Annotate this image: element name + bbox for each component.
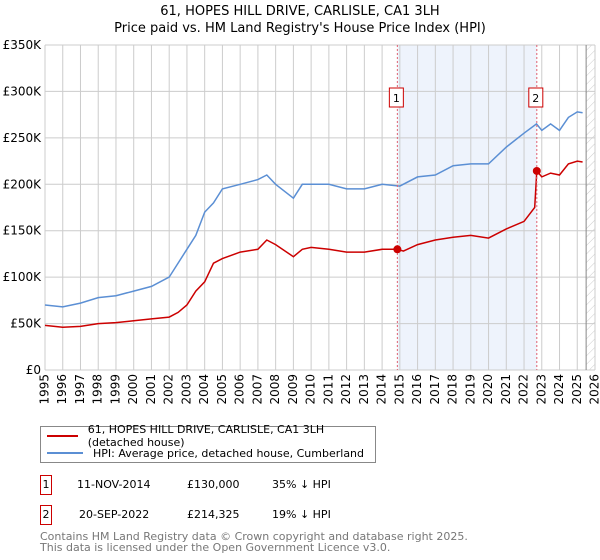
x-tick-label: 2017 — [428, 374, 442, 405]
transaction-delta: 35% ↓ HPI — [272, 478, 331, 491]
property-price-line — [44, 160, 583, 329]
y-tick-label: £50K — [10, 317, 42, 331]
transaction-marker: 1 — [40, 475, 52, 495]
x-tick-label: 1997 — [73, 374, 87, 405]
x-tick-label: 2023 — [534, 374, 548, 405]
x-tick-label: 2020 — [481, 374, 495, 405]
x-tick-label: 2022 — [517, 374, 531, 405]
legend-item-property: 61, HOPES HILL DRIVE, CARLISLE, CA1 3LH … — [47, 423, 375, 449]
x-tick-label: 2009 — [286, 374, 300, 405]
transaction-row: 2 20-SEP-2022 £214,325 19% ↓ HPI — [40, 505, 540, 525]
y-tick-label: £250K — [3, 131, 43, 145]
x-tick-label: 2014 — [375, 374, 389, 405]
x-tick-label: 1999 — [108, 374, 122, 405]
legend-label-hpi: HPI: Average price, detached house, Cumb… — [93, 446, 365, 460]
x-tick-label: 2003 — [179, 374, 193, 405]
shaded-region — [397, 45, 537, 370]
x-tick-label: 2025 — [570, 374, 584, 405]
x-tick-label: 2024 — [552, 374, 566, 405]
sale-label: 2 — [532, 92, 539, 105]
x-tick-label: 2018 — [446, 374, 460, 405]
y-tick-label: £300K — [3, 84, 43, 98]
x-tick-label: 2012 — [339, 374, 353, 405]
transaction-row: 1 11-NOV-2014 £130,000 35% ↓ HPI — [40, 475, 540, 495]
transaction-date: 11-NOV-2014 — [77, 478, 151, 491]
legend-swatch-hpi — [47, 452, 83, 454]
x-tick-label: 2005 — [215, 374, 229, 405]
x-tick-label: 1995 — [38, 374, 52, 405]
y-tick-label: £350K — [3, 38, 43, 52]
hpi-line — [44, 111, 583, 308]
x-tick-label: 2019 — [463, 374, 477, 405]
legend-item-hpi: HPI: Average price, detached house, Cumb… — [47, 445, 364, 461]
footer-line1: Contains HM Land Registry data © Crown c… — [40, 530, 468, 543]
title-line2: Price paid vs. HM Land Registry's House … — [114, 21, 486, 36]
x-tick-label: 2011 — [321, 374, 335, 405]
sale-label: 1 — [393, 92, 400, 105]
x-tick-label: 1996 — [55, 374, 69, 405]
x-tick-label: 2000 — [126, 374, 140, 405]
title-line1: 61, HOPES HILL DRIVE, CARLISLE, CA1 3LH — [160, 4, 440, 19]
x-tick-label: 2021 — [499, 374, 513, 405]
x-tick-label: 2001 — [144, 374, 158, 405]
x-tick-label: 2015 — [392, 374, 406, 405]
footer-line2: This data is licensed under the Open Gov… — [40, 541, 391, 554]
transaction-price: £130,000 — [187, 478, 240, 491]
transaction-date: 20-SEP-2022 — [79, 508, 150, 521]
x-tick-label: 2010 — [304, 374, 318, 405]
legend-swatch-property — [47, 435, 78, 437]
y-tick-label: £100K — [3, 270, 43, 284]
x-tick-label: 1998 — [91, 374, 105, 405]
transaction-delta: 19% ↓ HPI — [272, 508, 331, 521]
x-tick-label: 2016 — [410, 374, 424, 405]
transaction-price: £214,325 — [187, 508, 240, 521]
sale-label-box — [528, 87, 544, 108]
chart-title: 61, HOPES HILL DRIVE, CARLISLE, CA1 3LH … — [0, 3, 600, 37]
x-tick-label: 2026 — [588, 374, 600, 405]
sale-point — [393, 245, 402, 254]
y-tick-label: £200K — [3, 177, 43, 191]
transaction-marker: 2 — [40, 505, 52, 525]
x-tick-label: 2008 — [268, 374, 282, 405]
x-tick-label: 2013 — [357, 374, 371, 405]
y-tick-label: £0 — [26, 363, 41, 377]
footer: Contains HM Land Registry data © Crown c… — [40, 531, 468, 553]
legend: 61, HOPES HILL DRIVE, CARLISLE, CA1 3LH … — [40, 423, 376, 463]
x-tick-label: 2007 — [250, 374, 264, 405]
x-tick-label: 2006 — [233, 374, 247, 405]
forecast-hatch — [586, 45, 595, 370]
y-tick-label: £150K — [3, 224, 43, 238]
sale-label-box — [388, 87, 404, 108]
sale-point — [532, 166, 541, 175]
x-tick-label: 2004 — [197, 374, 211, 405]
legend-label-property: 61, HOPES HILL DRIVE, CARLISLE, CA1 3LH … — [87, 423, 325, 449]
x-tick-label: 2002 — [162, 374, 176, 405]
